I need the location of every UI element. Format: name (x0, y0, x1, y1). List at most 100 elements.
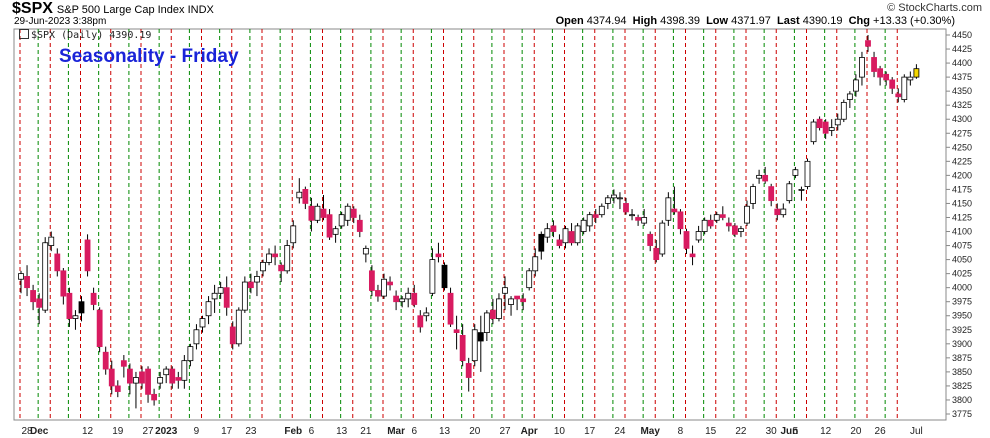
x-tick-label: 28 (21, 426, 33, 437)
candle-body (834, 118, 841, 126)
y-tick-label: 4100 (952, 227, 972, 237)
candle-body (60, 270, 67, 297)
candle-body (647, 233, 654, 246)
candle-body (24, 276, 30, 289)
high-label: High (632, 15, 658, 27)
candle-body (157, 377, 164, 384)
y-tick-label: 4325 (952, 100, 972, 110)
candle-body (471, 329, 478, 362)
y-tick-label: 3825 (952, 381, 972, 391)
candle-body (889, 79, 896, 89)
candle-body (78, 301, 85, 314)
candle-body (907, 76, 914, 81)
candle-body (586, 214, 593, 227)
x-tick-label: 13 (439, 426, 451, 437)
candle-body (108, 368, 115, 387)
candle-body (338, 214, 345, 227)
candle-body (768, 186, 775, 202)
x-tick-label: 8 (678, 426, 684, 437)
candle-body (429, 259, 436, 294)
y-tick-label: 4400 (952, 58, 972, 68)
candle-body (641, 217, 648, 224)
x-tick-label: 6 (411, 426, 417, 437)
x-tick-label: Jul (910, 426, 923, 437)
candle-body (302, 189, 309, 204)
candle-body (750, 186, 756, 204)
y-tick-label: 4150 (952, 198, 972, 208)
chart-header: $SPX S&P 500 Large Cap Index INDX 29-Jun-… (0, 0, 990, 28)
candle-body (229, 326, 236, 345)
candle-body (853, 79, 859, 92)
candle-body (574, 225, 581, 244)
candle-body (859, 57, 865, 78)
candle-body (816, 118, 823, 129)
chart-legend: $SPX (Daily) 4390.19 (19, 29, 151, 41)
candle-body (326, 214, 333, 238)
candle-body (689, 253, 696, 258)
candle-body (411, 292, 418, 305)
candle-body (762, 174, 769, 182)
candle-body (356, 219, 363, 232)
x-tick-label: Dec (30, 426, 49, 437)
candle-body (846, 93, 853, 100)
candle-body (617, 197, 623, 200)
x-tick-label: 19 (112, 426, 124, 437)
candle-body (387, 281, 393, 286)
candle-body (489, 309, 496, 319)
candle-body (145, 368, 151, 395)
candle-body (604, 197, 611, 204)
x-tick-label: Feb (284, 426, 302, 437)
candle-body (247, 281, 254, 289)
y-tick-label: 4450 (952, 30, 972, 40)
candle-body (90, 292, 97, 305)
chg-label: Chg (848, 15, 870, 27)
candle-body (744, 205, 750, 224)
candle-body (883, 73, 890, 81)
y-tick-label: 4000 (952, 283, 972, 293)
candle-body (804, 160, 811, 187)
candle-body (635, 217, 641, 221)
candle-body (653, 247, 660, 260)
candle-body (677, 211, 684, 230)
x-tick-label: 23 (245, 426, 257, 437)
y-tick-label: 4200 (952, 170, 972, 180)
y-tick-label: 3900 (952, 339, 972, 349)
x-tick-label: Jun (780, 426, 798, 437)
candle-body (683, 231, 690, 249)
candle-body (217, 287, 224, 294)
candle-body (556, 239, 563, 246)
x-tick-label: Apr (521, 426, 538, 437)
symbol-name: S&P 500 Large Cap Index INDX (56, 4, 214, 16)
candle-body (719, 214, 726, 218)
candle-body (526, 270, 533, 289)
candle-body (381, 278, 387, 297)
candle-body (175, 377, 182, 381)
stockcharts-credit: © StockCharts.com (887, 2, 982, 14)
y-tick-label: 4125 (952, 212, 972, 222)
candle-body (532, 256, 539, 272)
candle-body (163, 368, 170, 376)
candle-body (810, 121, 817, 143)
candle-body (399, 298, 406, 303)
open-value: 4374.94 (586, 15, 627, 27)
candle-body (127, 368, 133, 384)
candle-body (441, 264, 448, 289)
candle-body (483, 312, 490, 333)
candle-body (828, 127, 835, 131)
candle-body (725, 222, 732, 227)
candle-body (453, 329, 460, 333)
x-tick-label: 17 (221, 426, 233, 437)
x-tick-label: 13 (336, 426, 348, 437)
candle-body (18, 273, 24, 280)
candle-body (871, 57, 877, 72)
candle-body (199, 318, 206, 328)
quote-line: Open 4374.94 High 4398.39 Low 4371.97 La… (556, 15, 955, 27)
y-tick-label: 4050 (952, 255, 972, 265)
candle-body (181, 360, 188, 381)
candle-body (193, 329, 200, 345)
candle-body (877, 68, 883, 78)
open-label: Open (555, 15, 584, 27)
candle-body (54, 253, 61, 272)
y-tick-label: 4300 (952, 114, 972, 124)
x-tick-label: 2023 (155, 426, 178, 437)
